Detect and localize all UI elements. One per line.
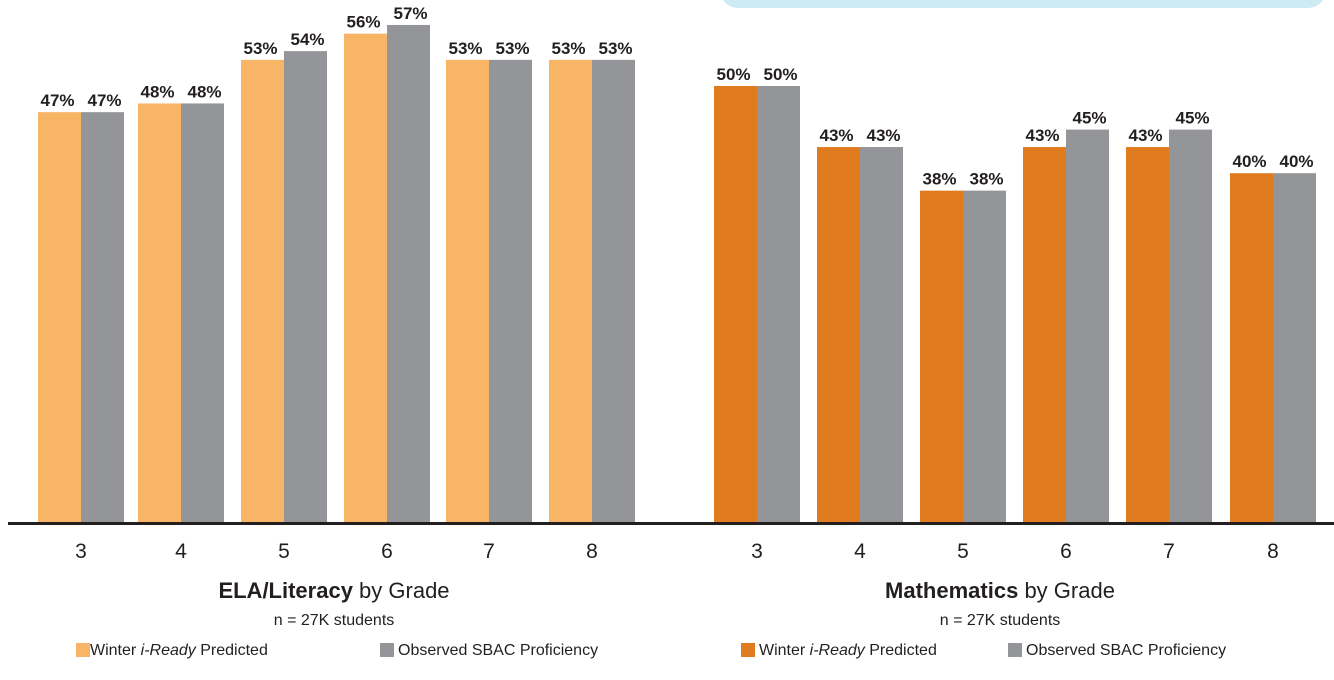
math-bar-grade-3-observed (757, 86, 800, 522)
math-bar-grade-8-observed (1273, 173, 1316, 522)
ela-bar-grade-8-observed (592, 59, 635, 523)
ela-legend-swatch-predicted (76, 643, 90, 657)
ela-x-tick-label: 3 (75, 540, 87, 563)
ela-bar-grade-6-observed (387, 24, 430, 523)
math-chart-subtitle: n = 27K students (940, 612, 1061, 629)
math-data-label-grade-4-predicted: 43% (819, 126, 853, 145)
math-data-label-grade-7-observed: 45% (1175, 109, 1209, 128)
ela-data-label-grade-8-predicted: 53% (551, 39, 585, 58)
ela-data-label-grade-4-observed: 48% (187, 82, 221, 101)
math-data-label-grade-5-predicted: 38% (922, 170, 956, 189)
math-bar-grade-7-predicted (1126, 147, 1169, 523)
math-bar-grade-7-observed (1169, 129, 1212, 522)
ela-chart-subtitle: n = 27K students (274, 612, 395, 629)
math-x-tick-label: 6 (1060, 540, 1072, 563)
ela-data-label-grade-7-observed: 53% (495, 39, 529, 58)
math-bar-grade-8-predicted (1230, 173, 1273, 522)
math-bar-grade-5-predicted (920, 190, 963, 522)
ela-data-label-grade-6-observed: 57% (393, 4, 427, 23)
ela-legend-label-observed: Observed SBAC Proficiency (398, 642, 598, 659)
ela-bar-grade-6-predicted (344, 33, 387, 523)
math-bar-grade-4-observed (860, 147, 903, 523)
ela-bar-grade-7-observed (489, 59, 532, 523)
ela-data-label-grade-3-observed: 47% (87, 91, 121, 110)
math-x-tick-label: 4 (854, 540, 866, 563)
math-bar-grade-4-predicted (817, 147, 860, 523)
math-data-label-grade-3-predicted: 50% (716, 65, 750, 84)
ela-x-tick-label: 4 (175, 540, 187, 563)
ela-chart-title: ELA/Literacy by Grade (218, 578, 449, 603)
math-data-label-grade-6-predicted: 43% (1025, 126, 1059, 145)
ela-data-label-grade-3-predicted: 47% (40, 91, 74, 110)
ela-data-label-grade-6-predicted: 56% (346, 13, 380, 32)
ela-bar-grade-8-predicted (549, 59, 592, 523)
ela-x-tick-label: 7 (483, 540, 495, 563)
math-bar-grade-5-observed (963, 190, 1006, 522)
math-bar-grade-3-predicted (714, 86, 757, 522)
math-data-label-grade-4-observed: 43% (866, 126, 900, 145)
ela-bar-grade-3-predicted (38, 112, 81, 522)
ela-x-tick-label: 6 (381, 540, 393, 563)
ela-data-label-grade-8-observed: 53% (598, 39, 632, 58)
math-legend-swatch-observed (1008, 643, 1022, 657)
ela-data-label-grade-7-predicted: 53% (448, 39, 482, 58)
ela-bar-grade-4-observed (181, 103, 224, 522)
ela-data-label-grade-5-observed: 54% (290, 30, 324, 49)
ela-bar-grade-5-observed (284, 51, 327, 523)
math-data-label-grade-6-observed: 45% (1072, 109, 1106, 128)
ela-data-label-grade-5-predicted: 53% (243, 39, 277, 58)
math-legend-swatch-predicted (741, 643, 755, 657)
math-data-label-grade-7-predicted: 43% (1128, 126, 1162, 145)
ela-x-tick-label: 5 (278, 540, 290, 563)
math-legend-label-predicted: Winter i-Ready Predicted (759, 642, 937, 659)
math-data-label-grade-8-predicted: 40% (1232, 152, 1266, 171)
ela-legend-swatch-observed (380, 643, 394, 657)
ela-bar-grade-7-predicted (446, 59, 489, 523)
math-bar-grade-6-predicted (1023, 147, 1066, 523)
math-data-label-grade-8-observed: 40% (1279, 152, 1313, 171)
math-legend-label-observed: Observed SBAC Proficiency (1026, 642, 1226, 659)
top-banner (720, 0, 1326, 8)
math-x-tick-label: 7 (1163, 540, 1175, 563)
math-data-label-grade-3-observed: 50% (763, 65, 797, 84)
math-data-label-grade-5-observed: 38% (969, 170, 1003, 189)
ela-data-label-grade-4-predicted: 48% (140, 82, 174, 101)
ela-bar-grade-3-observed (81, 112, 124, 522)
math-x-tick-label: 5 (957, 540, 969, 563)
math-x-tick-label: 3 (751, 540, 763, 563)
ela-bar-grade-5-predicted (241, 59, 284, 523)
ela-x-tick-label: 8 (586, 540, 598, 563)
math-x-tick-label: 8 (1267, 540, 1279, 563)
math-bar-grade-6-observed (1066, 129, 1109, 522)
math-chart-title: Mathematics by Grade (885, 578, 1115, 603)
ela-legend-label-predicted: Winter i-Ready Predicted (90, 642, 268, 659)
ela-bar-grade-4-predicted (138, 103, 181, 522)
